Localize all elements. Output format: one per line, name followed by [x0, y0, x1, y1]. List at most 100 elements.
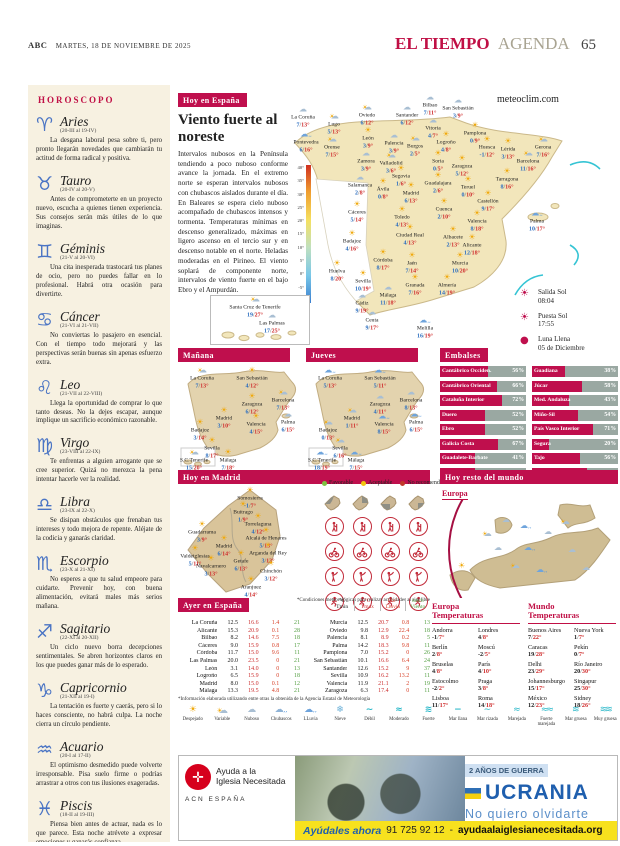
reservoir-name: Cantábrico Occiden.: [442, 368, 492, 374]
city-name: Santander: [395, 112, 419, 119]
weather-icon: [458, 154, 465, 162]
ad-cta-button[interactable]: Ayúdales ahora: [303, 824, 382, 837]
weather-icon: [264, 541, 271, 549]
town-name: Alcalá de Henares: [245, 535, 287, 542]
row-rain: 0: [276, 673, 280, 680]
reservoir-percent: 67%: [512, 440, 524, 447]
temp-city: Andorra: [432, 626, 453, 634]
ad-banner[interactable]: ✛ Ayuda a la Iglesia Necesitada ACN ESPA…: [178, 755, 618, 841]
horoscope-entry: ♍ Virgo (23-VIII al 22-IX) Te enfrentas …: [36, 436, 162, 485]
temp-max: 13: [239, 566, 247, 572]
reservoir-name: Guadalete-Barbate: [442, 455, 488, 461]
reservoir-row: Júcar 58%: [532, 380, 618, 392]
reservoir-percent: 52%: [512, 426, 524, 432]
city-name: Bilbao: [422, 102, 438, 109]
row-city: Zaragoza: [324, 688, 348, 695]
map-city: Albacete 2/13: [443, 219, 463, 248]
horoscope-entry: ♌ Leo (21-VII al 22-VIII) Llega la oport…: [36, 377, 162, 427]
activities-footnote: *Condiciones meteorológicas para realiza…: [296, 598, 430, 603]
row-tmax: 12.9: [378, 627, 389, 634]
city-name: La Coruña: [190, 375, 214, 382]
legend-item: Moderado: [384, 705, 413, 727]
temp-city: Río Janeiro: [574, 660, 603, 668]
temp-max: 15: [286, 427, 294, 433]
temp-min: 6: [281, 426, 285, 433]
weather-icon: [504, 137, 511, 145]
row-city: Murcia: [329, 620, 348, 626]
row-rain: 0: [276, 665, 280, 672]
ad-cta-bar[interactable]: Ayúdales ahora 91 725 92 12 - ayudaalaig…: [295, 821, 617, 840]
temp-max: 13: [409, 198, 417, 204]
golf-icon-zone1: [324, 567, 344, 586]
temp-min: 4: [478, 633, 482, 641]
reservoir-row: Cantábrico Oriental 66%: [440, 380, 526, 392]
horoscope-entry: ♋ Cáncer (21-VI al 21-VII) No conviertas…: [36, 309, 162, 368]
temp-max: 12: [250, 383, 258, 389]
reservoir-row: Cantábrico Occiden. 56%: [440, 366, 526, 377]
temp-max: 18: [472, 250, 480, 256]
row-tmax: 14.6: [248, 635, 259, 642]
temp-max: 17: [537, 226, 545, 232]
weather-icon: [376, 392, 384, 400]
temp-city: Estocolmo: [432, 677, 459, 685]
city-name: Toledo: [394, 214, 410, 221]
city-name: Huelva: [328, 268, 346, 275]
row-tmin: 12.5: [357, 620, 368, 626]
row-tmin: 12.5: [227, 620, 238, 626]
temp-max: 30: [582, 685, 591, 692]
temp-max: 8: [446, 147, 451, 153]
temp-entry: Moscú -2/5: [478, 644, 520, 658]
city-name: Cáceres: [348, 209, 366, 216]
weather-icon: [220, 534, 227, 542]
row-rain: 0: [276, 657, 280, 664]
row-city: La Coruña: [191, 620, 218, 626]
reservoir-name: Júcar: [534, 382, 548, 389]
row-tmin: 8.1: [360, 635, 368, 642]
reservoir-row: Tajo 56%: [532, 453, 618, 464]
table-row: San Sebastián 10.1 16.6 6.4 24: [308, 658, 430, 666]
map-city: Sevilla 10/19: [355, 263, 371, 292]
temp-max: 13: [326, 435, 334, 441]
temp-min: 3: [452, 112, 456, 119]
map-city: Córdoba 8/17: [373, 242, 392, 271]
mini-map-city: Badajoz 3/14: [191, 412, 209, 441]
reservoir-row: Guadalete-Barbate 41%: [440, 453, 526, 464]
sunrise-icon: ☀: [520, 288, 529, 299]
reservoir-row: Med. Andaluza 43%: [532, 395, 618, 406]
table-row: Las Palmas 20.0 23.5 0 21: [178, 658, 300, 666]
reservoir-name: Ebro: [442, 426, 455, 432]
temp-max: 11: [378, 383, 386, 389]
temp-max: 12: [365, 120, 373, 126]
weather-icon: [329, 112, 339, 120]
city-name: Orense: [324, 144, 340, 151]
madrid-town: Aranjuez 4/14: [241, 569, 262, 598]
condition-label: No recomendado: [407, 480, 449, 486]
temp-min: 3: [204, 570, 208, 577]
temp-min: 12: [528, 701, 535, 709]
row-tmin: 15.3: [227, 627, 238, 634]
row-wind: 17: [293, 642, 300, 649]
row-tmin: 10.1: [357, 657, 368, 664]
temp-max: 14: [410, 268, 418, 274]
yesterday-footnote: *Información elaborada utilizando entre …: [178, 697, 371, 702]
map-city: Oviedo 6/12: [359, 97, 375, 126]
temp-city: Bruselas: [432, 660, 454, 668]
weather-icon: [362, 103, 372, 111]
legend-label: Chubascos: [270, 717, 292, 722]
weather-icon: [390, 131, 398, 139]
weather-icon: [471, 121, 478, 129]
sunset-label: Puesta Sol: [538, 311, 568, 320]
meteoclim-link[interactable]: meteoclim.com: [497, 94, 559, 105]
weather-icon: [207, 554, 214, 562]
table-row: La Coruña 12.5 16.6 1.4 21: [178, 620, 300, 628]
temp-max: 8: [383, 194, 388, 200]
ad-website-link[interactable]: ayudaalaiglesianecesitada.org: [457, 825, 603, 836]
mini-map-city: Madrid 1/11: [344, 400, 360, 429]
temp-max: 7: [579, 651, 585, 658]
temp-min: 10: [528, 225, 535, 232]
temp-min: 8: [500, 183, 504, 190]
zodiac-date-range: (18-II al 19-III): [60, 811, 95, 818]
row-city: Oviedo: [329, 627, 348, 634]
reservoir-fill-bar: [440, 366, 489, 377]
europe-weather-icon: [560, 518, 570, 526]
